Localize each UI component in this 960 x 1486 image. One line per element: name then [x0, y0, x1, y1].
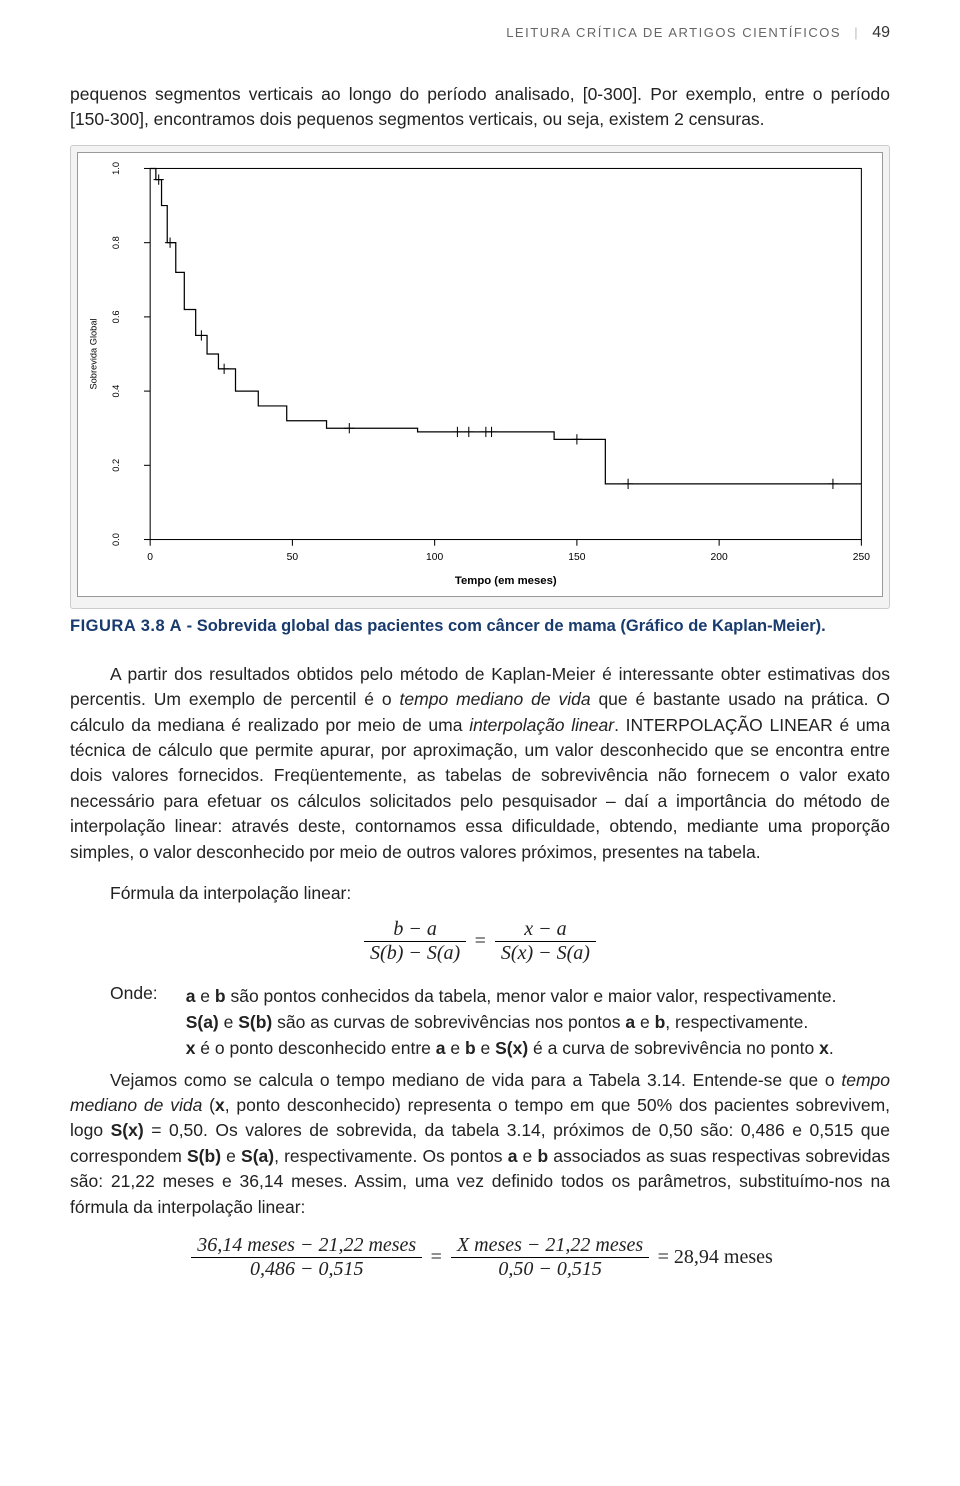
figure-caption: FIGURA 3.8 A - Sobrevida global das paci… — [70, 617, 890, 636]
page-number: 49 — [872, 24, 890, 41]
svg-text:100: 100 — [426, 552, 443, 563]
svg-text:200: 200 — [711, 552, 728, 563]
svg-text:Sobrevida Global: Sobrevida Global — [89, 318, 99, 389]
svg-text:0.0: 0.0 — [111, 533, 121, 546]
km-chart-container: 0 50 100 150 200 250 0.0 0.2 0.4 0.6 0.8 1.0 Tempo (… — [70, 145, 890, 609]
fraction-right-numeric: X meses − 21,22 meses0,50 − 0,515 — [451, 1234, 649, 1281]
equals-sign: = — [475, 930, 491, 952]
figure-label: FIGURA 3.8 A — [70, 617, 182, 635]
figure-caption-text: - Sobrevida global das pacientes com cân… — [182, 617, 826, 635]
separator-icon: | — [854, 25, 859, 40]
fraction-left-numeric: 36,14 meses − 21,22 meses0,486 − 0,515 — [191, 1234, 422, 1281]
svg-text:150: 150 — [568, 552, 585, 563]
fraction-right: x − aS(x) − S(a) — [495, 918, 596, 965]
svg-text:50: 50 — [287, 552, 299, 563]
svg-text:1.0: 1.0 — [111, 162, 121, 175]
paragraph-body: A partir dos resultados obtidos pelo mét… — [70, 662, 890, 865]
svg-text:0.6: 0.6 — [111, 310, 121, 323]
formula-result: = 28,94 meses — [658, 1246, 773, 1268]
svg-text:0: 0 — [147, 552, 153, 563]
svg-text:250: 250 — [853, 552, 870, 563]
running-head: LEITURA CRÍTICA DE ARTIGOS CIENTÍFICOS |… — [70, 24, 890, 42]
paragraph-example: Vejamos como se calcula o tempo mediano … — [70, 1068, 890, 1220]
subheading-formula: Fórmula da interpolação linear: — [110, 883, 890, 904]
interpolation-formula: b − aS(b) − S(a) = x − aS(x) − S(a) — [70, 918, 890, 965]
svg-text:Tempo (em meses): Tempo (em meses) — [455, 575, 557, 587]
running-title: LEITURA CRÍTICA DE ARTIGOS CIENTÍFICOS — [506, 25, 841, 40]
svg-text:0.8: 0.8 — [111, 236, 121, 249]
svg-text:0.4: 0.4 — [111, 384, 121, 397]
svg-text:0.2: 0.2 — [111, 459, 121, 472]
equals-sign: = — [431, 1246, 447, 1268]
fraction-left: b − aS(b) − S(a) — [364, 918, 466, 965]
km-survival-chart: 0 50 100 150 200 250 0.0 0.2 0.4 0.6 0.8 1.0 Tempo (… — [77, 152, 883, 597]
interpolation-formula-numeric: 36,14 meses − 21,22 meses0,486 − 0,515 =… — [70, 1234, 890, 1281]
definitions-list: a e b são pontos conhecidos da tabela, m… — [186, 983, 890, 1062]
definitions-block: Onde: a e b são pontos conhecidos da tab… — [70, 983, 890, 1062]
paragraph-continuation: pequenos segmentos verticais ao longo do… — [70, 82, 890, 133]
onde-label: Onde: — [110, 983, 158, 1062]
